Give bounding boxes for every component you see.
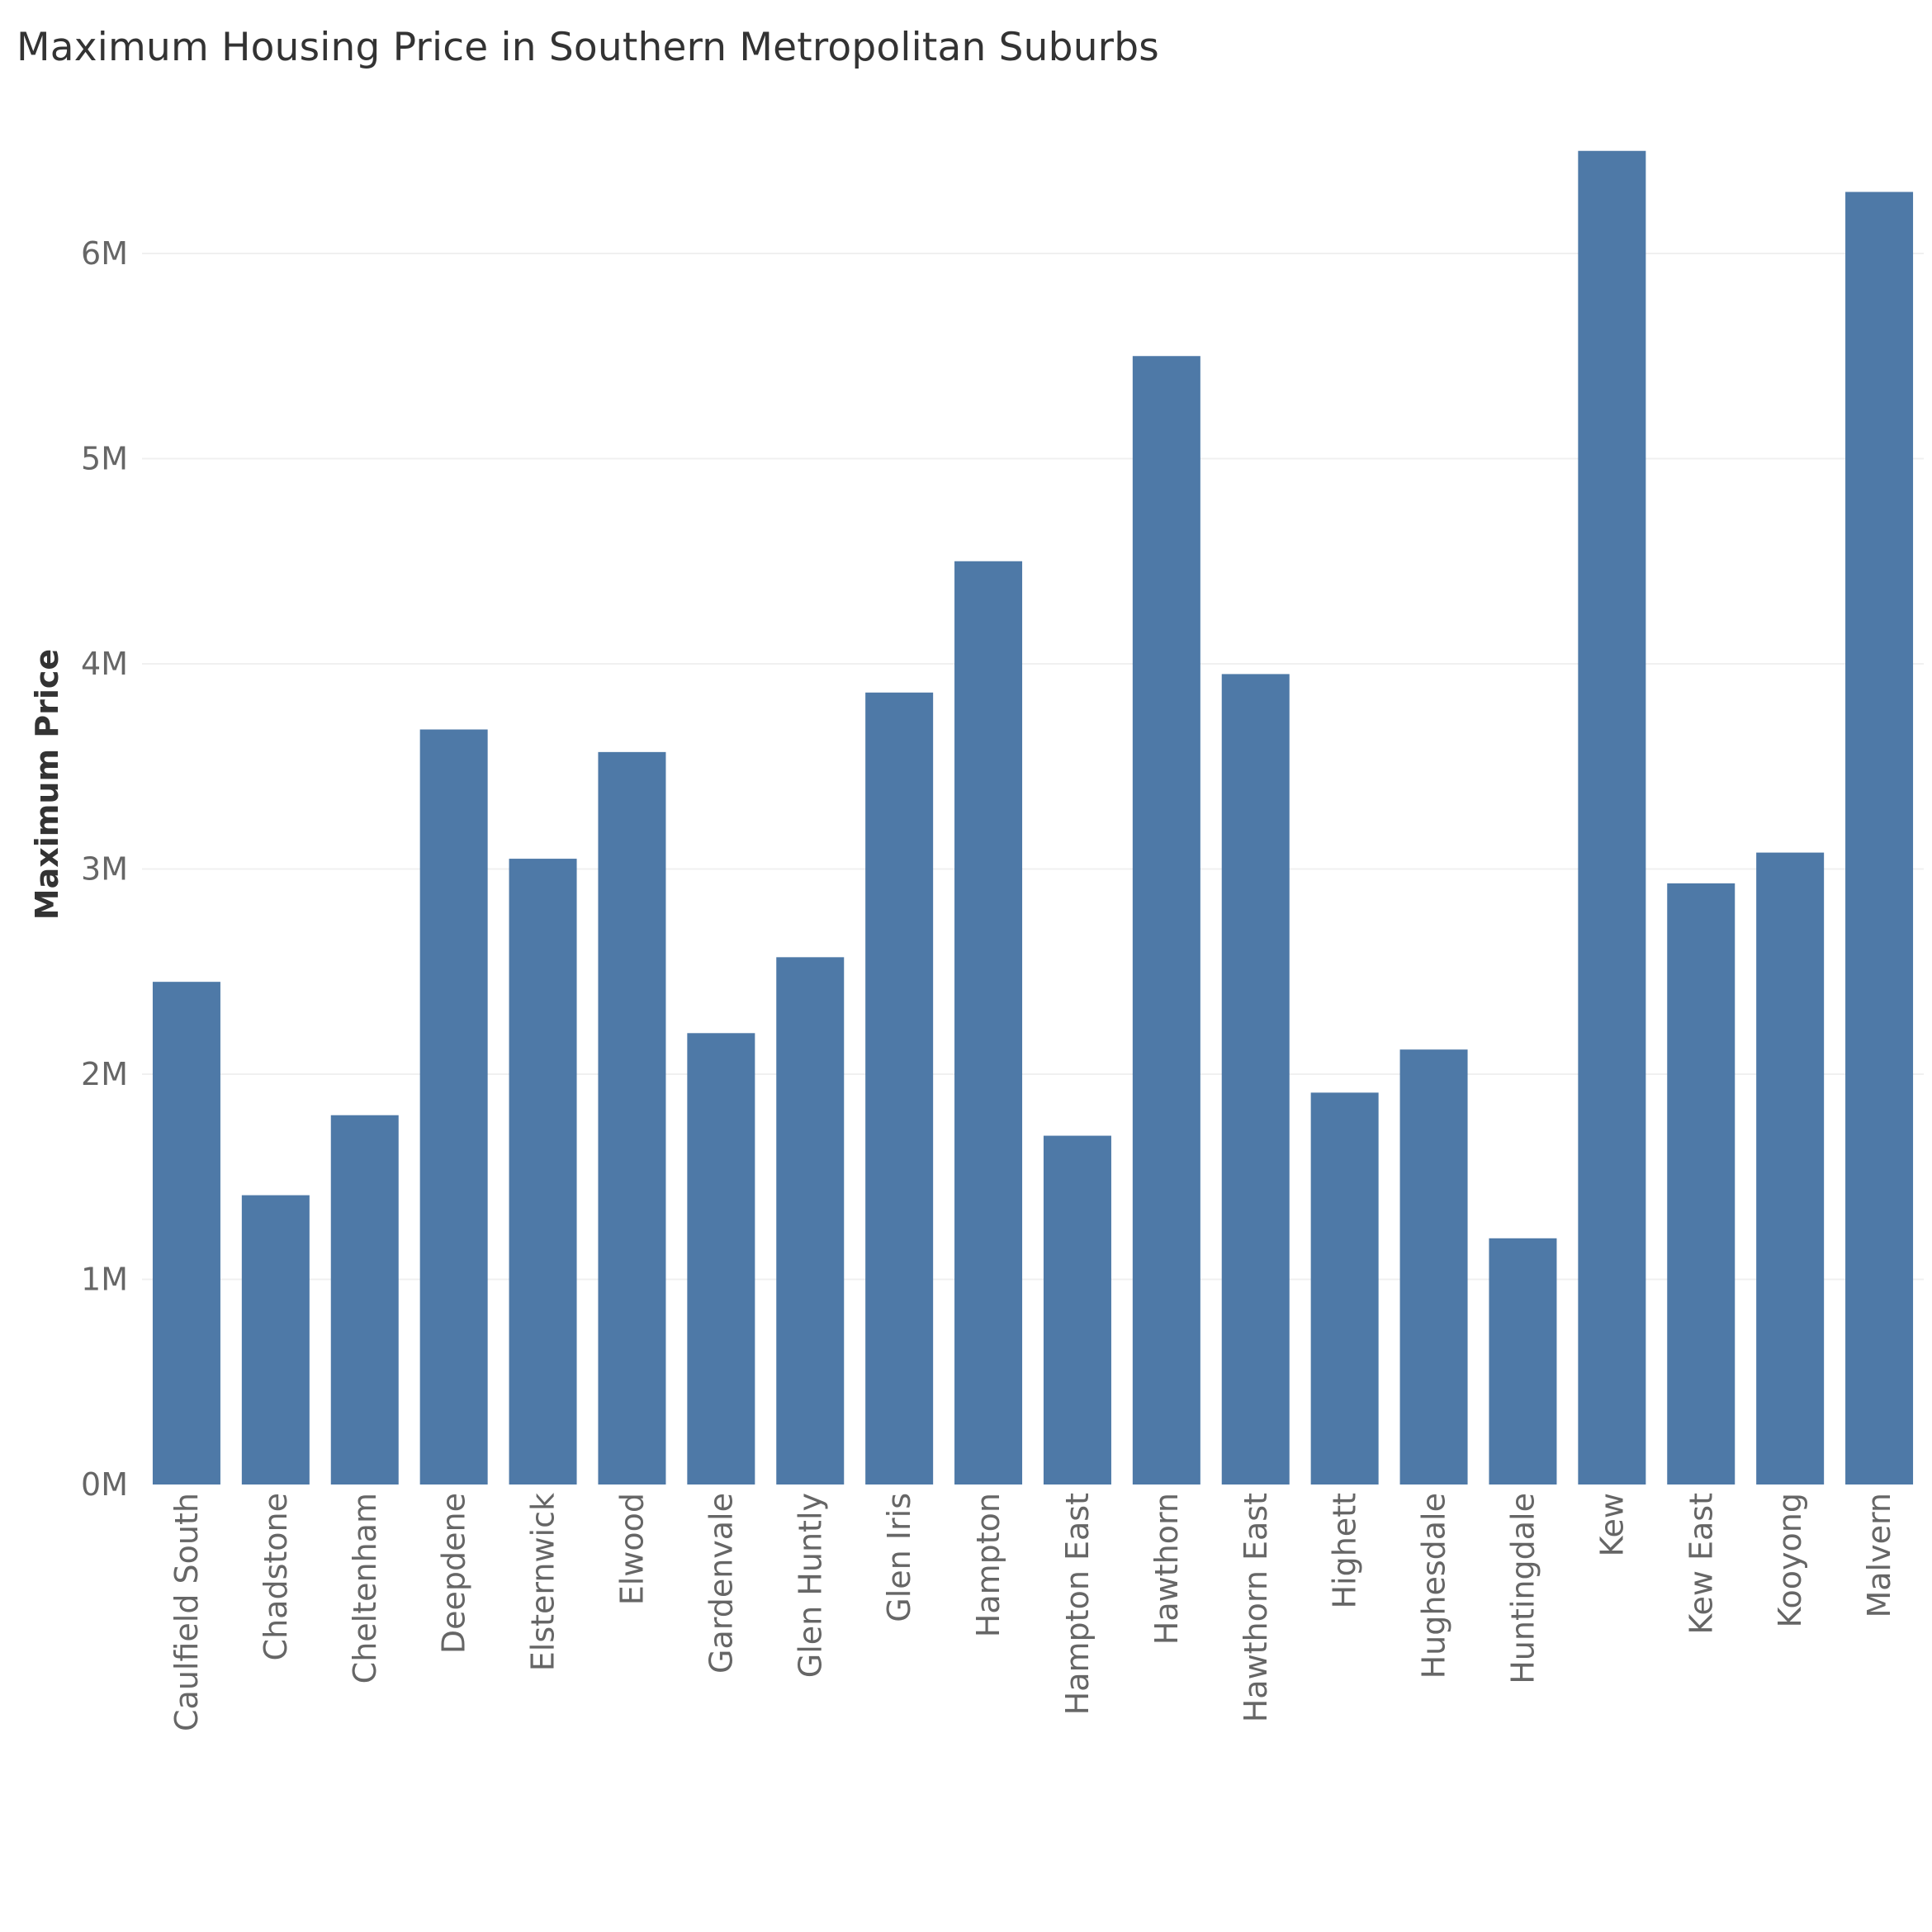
x-tick-label: Hampton East xyxy=(1059,1493,1096,1715)
x-tick-label: Hawthorn xyxy=(1148,1493,1185,1645)
bar xyxy=(152,982,220,1485)
x-tick-label: Hawthorn East xyxy=(1238,1493,1274,1722)
y-tick-label: 0M xyxy=(81,1466,128,1503)
x-tick-label: Glen Huntly xyxy=(792,1493,828,1678)
x-tick-label: Malvern xyxy=(1861,1493,1897,1618)
bar xyxy=(1667,883,1735,1485)
bar xyxy=(1043,1135,1111,1485)
x-tick-label: Kew xyxy=(1593,1493,1630,1556)
bar xyxy=(1756,852,1825,1485)
x-tick-label: Kooyong xyxy=(1772,1493,1808,1627)
x-tick-label: Caulfield South xyxy=(168,1493,205,1731)
bar xyxy=(1221,674,1290,1485)
x-tick-label: Glen Iris xyxy=(881,1493,917,1622)
x-axis-ticks: Caulfield South Chadstone Cheltenham Deepde… xyxy=(168,1493,1897,1731)
bar xyxy=(1132,356,1200,1485)
bar xyxy=(776,957,845,1485)
y-tick-label: 4M xyxy=(81,646,128,682)
y-axis-ticks: 0M 1M 2M 3M 4M 5M 6M xyxy=(81,235,128,1503)
bar xyxy=(330,1115,399,1485)
bar xyxy=(687,1033,755,1485)
gridlines xyxy=(142,253,1924,1281)
x-tick-label: Kew East xyxy=(1683,1493,1719,1635)
x-tick-label: Elwood xyxy=(613,1493,650,1605)
bar xyxy=(1310,1092,1379,1485)
bar xyxy=(509,859,577,1485)
y-axis-title: Maximum Price xyxy=(29,649,65,920)
x-tick-label: Highett xyxy=(1327,1493,1363,1609)
x-tick-label: Gardenvale xyxy=(703,1493,739,1674)
bars xyxy=(152,150,1914,1485)
bar xyxy=(954,561,1023,1485)
bar xyxy=(1489,1238,1557,1485)
bar xyxy=(1578,150,1646,1485)
x-tick-label: Hampton xyxy=(970,1493,1006,1637)
bar xyxy=(1845,192,1914,1485)
chart-title: Maximum Housing Price in Southern Metrop… xyxy=(17,25,1159,70)
x-tick-label: Huntingdale xyxy=(1504,1493,1541,1684)
bar xyxy=(419,729,488,1485)
y-tick-label: 3M xyxy=(81,851,128,888)
y-tick-label: 5M xyxy=(81,441,128,477)
bar xyxy=(1399,1049,1468,1485)
y-tick-label: 1M xyxy=(81,1262,128,1298)
y-tick-label: 6M xyxy=(81,235,128,272)
x-tick-label: Deepdene xyxy=(436,1493,472,1654)
bar xyxy=(598,751,666,1485)
bar xyxy=(241,1195,310,1485)
x-tick-label: Chadstone xyxy=(258,1493,294,1660)
bar xyxy=(865,692,934,1485)
x-tick-label: Cheltenham xyxy=(347,1493,383,1683)
x-tick-label: Hughesdale xyxy=(1416,1493,1452,1679)
y-tick-label: 2M xyxy=(81,1056,128,1092)
x-tick-label: Elsternwick xyxy=(525,1493,561,1671)
